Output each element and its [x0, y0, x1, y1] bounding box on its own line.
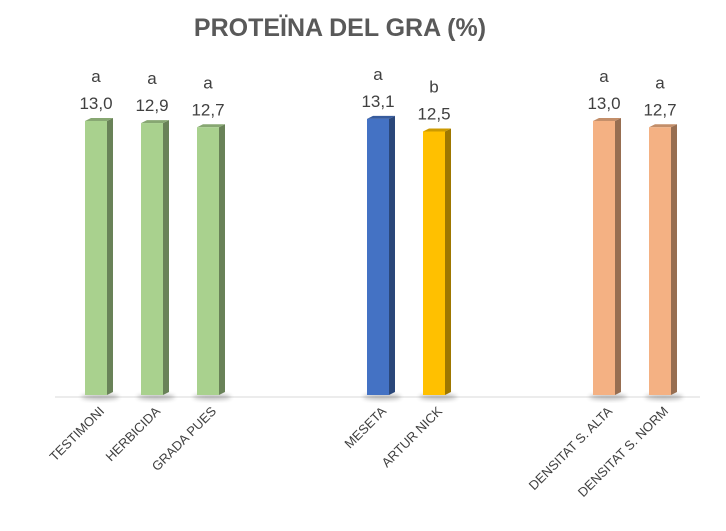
- bar-shadow: [137, 394, 175, 400]
- bar-herbicida: 12,9 a HERBICIDA: [102, 69, 175, 464]
- significance-letter: a: [655, 73, 665, 92]
- bar-side: [389, 115, 395, 396]
- bar-front: [367, 118, 389, 396]
- bar-side: [615, 117, 621, 396]
- bar-shadow: [363, 394, 401, 400]
- bar-testimoni: 13,0 a TESTIMONI: [46, 67, 119, 464]
- significance-letter: b: [429, 78, 438, 97]
- bar-side: [445, 128, 451, 395]
- category-label: TESTIMONI: [46, 404, 107, 465]
- bar-side: [219, 124, 225, 395]
- value-label: 12,9: [135, 96, 168, 115]
- bar-front: [85, 120, 107, 396]
- value-label: 13,0: [587, 94, 620, 113]
- bar-top: [593, 117, 621, 121]
- bar-shadow: [589, 394, 627, 400]
- bar-front: [197, 127, 219, 395]
- significance-letter: a: [203, 73, 213, 92]
- bar-shadow: [645, 394, 683, 400]
- significance-letter: a: [147, 69, 157, 88]
- bar-top: [423, 128, 451, 132]
- bar-top: [649, 124, 677, 128]
- bar-top: [141, 120, 169, 124]
- bar-shadow: [81, 394, 119, 400]
- bar-front: [141, 123, 163, 396]
- bar-shadow: [193, 394, 231, 400]
- bar-front: [593, 120, 615, 396]
- bar-shadow: [419, 394, 457, 400]
- value-label: 12,7: [643, 100, 676, 119]
- bar-top: [197, 124, 225, 128]
- bar-top: [367, 115, 395, 119]
- category-label: ARTUR NICK: [378, 403, 445, 470]
- category-label: MESETA: [341, 403, 389, 451]
- significance-letter: a: [373, 65, 383, 84]
- category-label: HERBICIDA: [102, 403, 163, 464]
- value-label: 13,1: [361, 92, 394, 111]
- bar-meseta: 13,1 a MESETA: [341, 65, 401, 451]
- value-label: 12,5: [417, 105, 450, 124]
- significance-letter: a: [599, 67, 609, 86]
- chart-title: PROTEÏNA DEL GRA (%): [194, 14, 486, 42]
- significance-letter: a: [91, 67, 101, 86]
- bar-side: [163, 120, 169, 396]
- bar-top: [85, 117, 113, 121]
- bar-side: [107, 117, 113, 396]
- value-label: 13,0: [79, 94, 112, 113]
- bar-front: [423, 131, 445, 395]
- bar-front: [649, 127, 671, 395]
- bar-side: [671, 124, 677, 395]
- value-label: 12,7: [191, 100, 224, 119]
